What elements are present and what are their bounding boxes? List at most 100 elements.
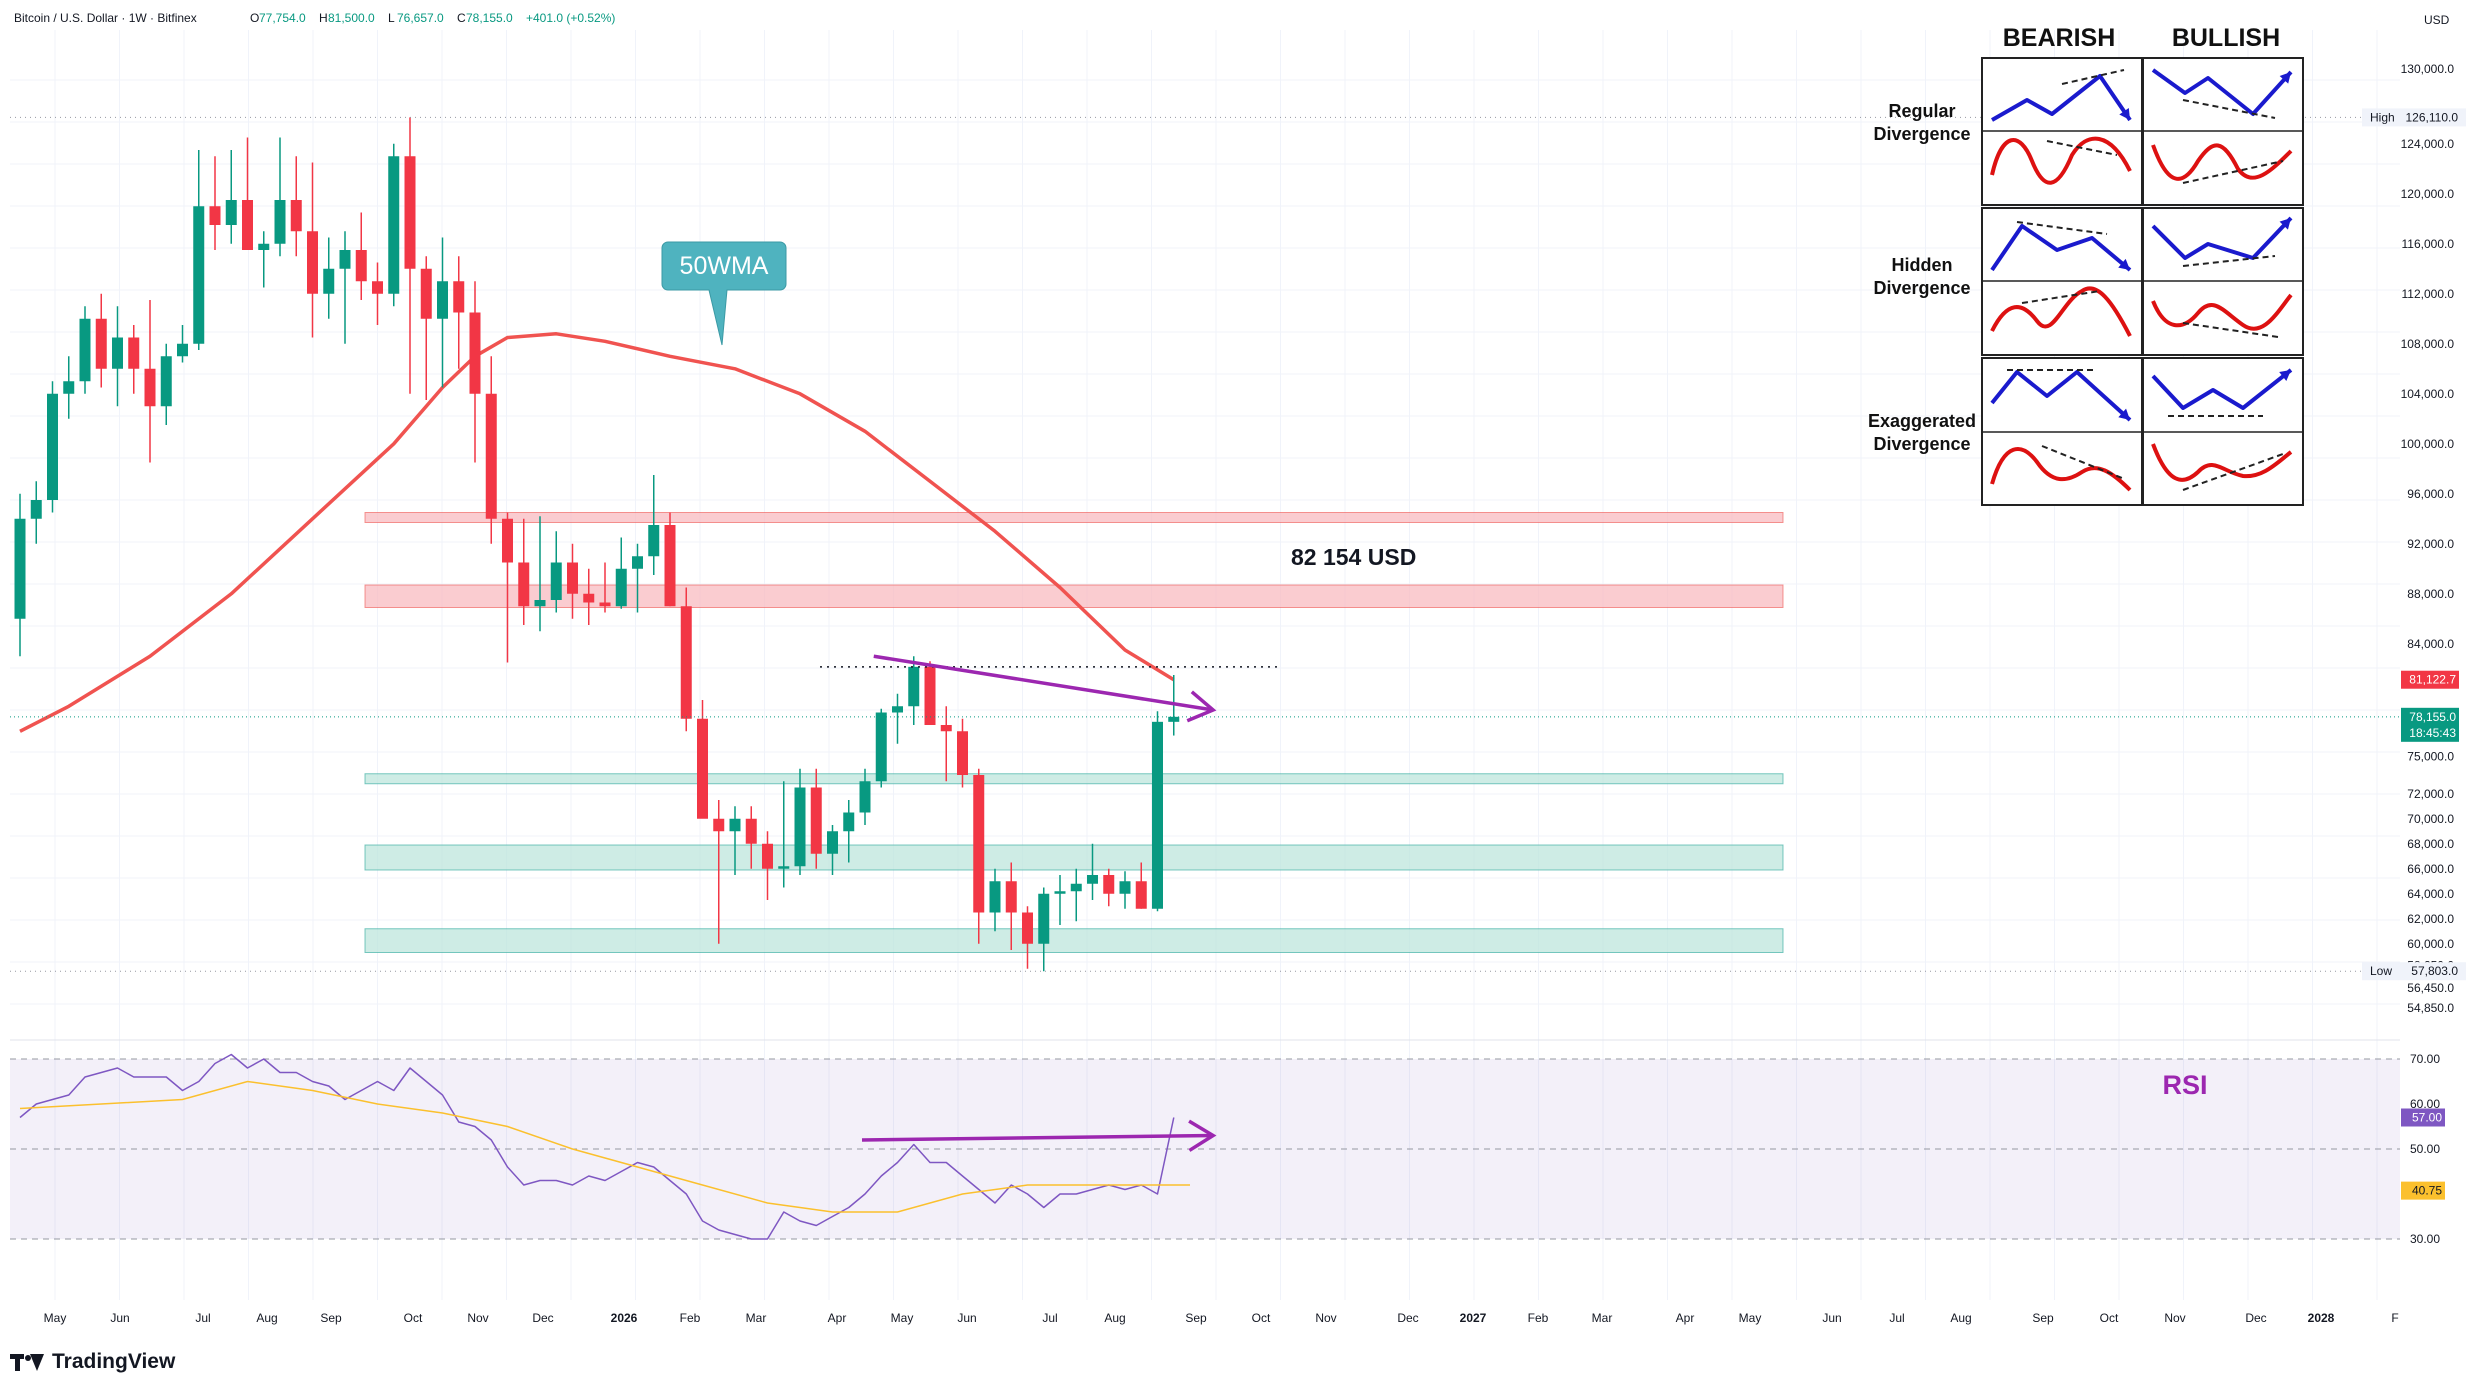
annotations: 50WMA — [661, 241, 1217, 1152]
candle-body — [924, 666, 936, 725]
tradingview-logo-text: TradingView — [52, 1350, 176, 1373]
time-tick: Dec — [2245, 1311, 2266, 1325]
price-trendline-arrow-shaft — [873, 654, 1214, 712]
price-trendline-arrow-head — [1186, 690, 1217, 723]
candle-body — [404, 156, 416, 269]
legend-row-exaggerated-line2: Divergence — [1873, 434, 1970, 454]
time-tick: Jun — [110, 1311, 129, 1325]
ohlc-key: H — [319, 11, 328, 25]
rsi-ma-line — [19, 1080, 1190, 1213]
time-tick: Oct — [404, 1311, 423, 1325]
time-axis[interactable]: May Jun Jul Aug Sep Oct Nov Dec 2026 Feb Mar Apr May… — [44, 1311, 2399, 1325]
candle-body — [258, 243, 270, 250]
bull-regular-osc-line — [2182, 160, 2284, 184]
candle-body — [989, 881, 1001, 913]
price-tick: 96,000.0 — [2407, 487, 2454, 501]
price-axis[interactable]: USD 130,000.0 124,000.0 120,000.0 116,000.0… — [2362, 13, 2466, 1015]
candle-body — [843, 812, 855, 832]
price-tick: 92,000.0 — [2407, 537, 2454, 551]
legend-row-regular-line1: Regular — [1888, 101, 1955, 121]
bull-regular-price — [2151, 68, 2293, 116]
low-marker-bg — [2362, 962, 2466, 981]
time-tick: Nov — [2164, 1311, 2185, 1325]
candle-body — [1005, 881, 1017, 913]
ohlc-key: O — [250, 11, 259, 25]
tradingview-logo[interactable]: TradingView — [10, 1345, 175, 1379]
rsi-trendline-arrow-head — [1188, 1119, 1217, 1152]
time-tick: Jul — [1889, 1311, 1904, 1325]
last-price-tag-bg — [2401, 707, 2459, 742]
candle-body — [680, 606, 692, 719]
ohlc-key: L — [388, 11, 395, 25]
bear-regular-price — [1991, 74, 2132, 122]
bear-hidden-price — [1990, 224, 2132, 272]
bear-regular-osc-line — [2046, 140, 2118, 156]
bull-exag-price — [2151, 368, 2293, 410]
price-tick: 100,000.0 — [2401, 437, 2455, 451]
bull-regular-price-head — [2279, 72, 2291, 84]
bear-hidden-osc — [1990, 286, 2132, 337]
candle-body — [810, 787, 822, 854]
low-marker-label: Low — [2370, 964, 2392, 978]
ohlc-value: 77,754.0 — [259, 11, 306, 25]
legend-diagram-grid — [1981, 57, 2304, 506]
currency-label: USD — [2424, 13, 2450, 27]
candle-body — [30, 500, 42, 519]
candle-body — [14, 518, 26, 619]
candle-body — [47, 393, 58, 500]
time-tick: Apr — [1676, 1311, 1695, 1325]
candle-body — [372, 281, 383, 294]
bear-exag-osc-line — [2041, 445, 2123, 479]
candle-body — [1135, 881, 1147, 909]
candle-body — [209, 206, 221, 225]
candle-body — [1087, 875, 1098, 884]
candle-body — [1119, 881, 1131, 894]
ma50-callout-bubble — [661, 241, 787, 346]
low-marker-value: 57,803.0 — [2411, 964, 2458, 978]
bear-exag-price — [1990, 370, 2132, 422]
ma-price-tag-bg — [2401, 670, 2459, 689]
time-tick: Oct — [2100, 1311, 2119, 1325]
level-lines — [10, 116, 2400, 972]
bear-regular-price-head — [2119, 108, 2130, 120]
candle-body — [1103, 875, 1115, 894]
candle-body — [502, 518, 513, 563]
candle-body — [973, 775, 985, 913]
time-tick: Aug — [1950, 1311, 1971, 1325]
bull-exag-price-head — [2279, 370, 2291, 382]
price-tick: 68,000.0 — [2407, 837, 2454, 851]
bear-regular-line — [2061, 69, 2125, 85]
candle-body — [437, 281, 448, 319]
candle-body — [697, 718, 708, 819]
legend-col-bullish: BULLISH — [2172, 24, 2280, 52]
ma50-line — [19, 332, 1175, 733]
resistance-zone-0 — [364, 512, 1784, 523]
ohlc-readout: O 77,754.0 H 81,500.0 L 76,657.0 C 78,155.0 +401… — [250, 11, 615, 25]
rsi-title: RSI — [2162, 1070, 2207, 1100]
candle-body — [1168, 716, 1180, 722]
time-tick: Jul — [1042, 1311, 1057, 1325]
candle-body — [599, 602, 611, 607]
ma50-callout-label: 50WMA — [680, 252, 769, 280]
rsi-axis[interactable]: 70.00 60.00 50.00 30.00 57.00 40.75 — [2401, 1052, 2445, 1246]
bear-hidden-price-head — [2118, 258, 2130, 270]
price-tick: 60,000.0 — [2407, 937, 2454, 951]
candle-body — [1022, 912, 1033, 944]
time-tick: May — [1739, 1311, 1762, 1325]
rsi-ma-tag: 40.75 — [2412, 1184, 2442, 1198]
rsi-series — [19, 1053, 1190, 1240]
legend-row-hidden-line1: Hidden — [1892, 255, 1953, 275]
chart-grid — [10, 30, 2400, 1300]
candle-body — [323, 268, 335, 294]
candle-body — [794, 787, 806, 867]
price-tick: 66,000.0 — [2407, 862, 2454, 876]
bear-regular-osc — [1990, 136, 2132, 185]
candle-body — [144, 368, 156, 407]
time-tick: Dec — [1397, 1311, 1418, 1325]
ma50-curve — [19, 332, 1175, 733]
candle-body — [1070, 883, 1082, 892]
target-price-label: 82 154 USD — [1291, 544, 1416, 570]
bull-hidden-osc — [2151, 293, 2293, 331]
